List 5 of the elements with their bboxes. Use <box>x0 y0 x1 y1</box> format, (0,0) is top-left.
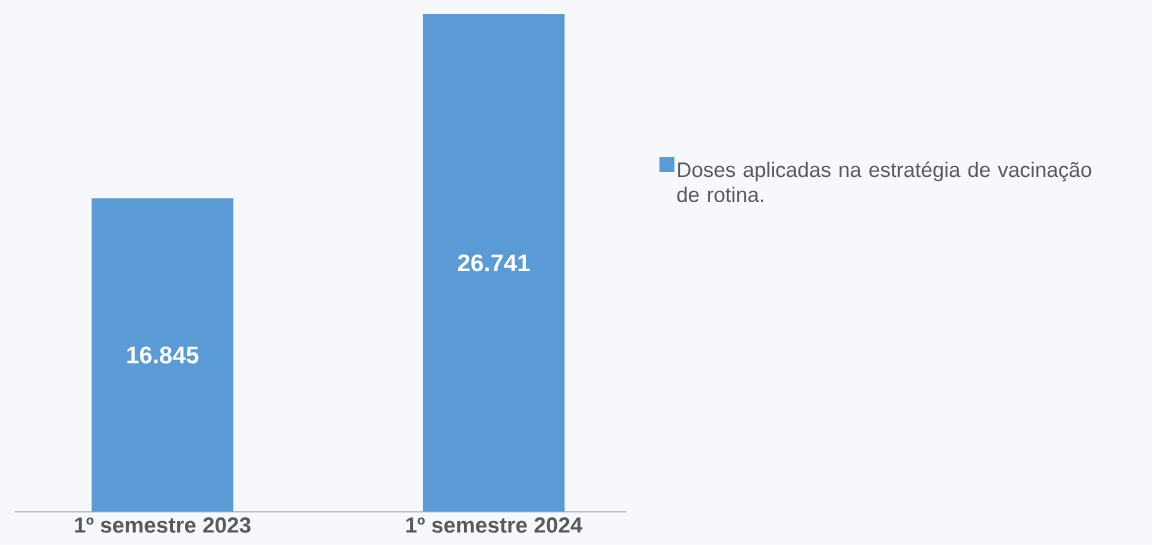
x-tick-label: 1º semestre 2024 <box>406 517 583 533</box>
legend-label: Doses aplicadas na estratégia de vacinação de rotina. <box>677 161 1092 203</box>
data-label: 16.845 <box>127 346 199 364</box>
x-tick-label: 1º semestre 2023 <box>75 517 251 534</box>
data-label: 26.741 <box>457 254 530 272</box>
